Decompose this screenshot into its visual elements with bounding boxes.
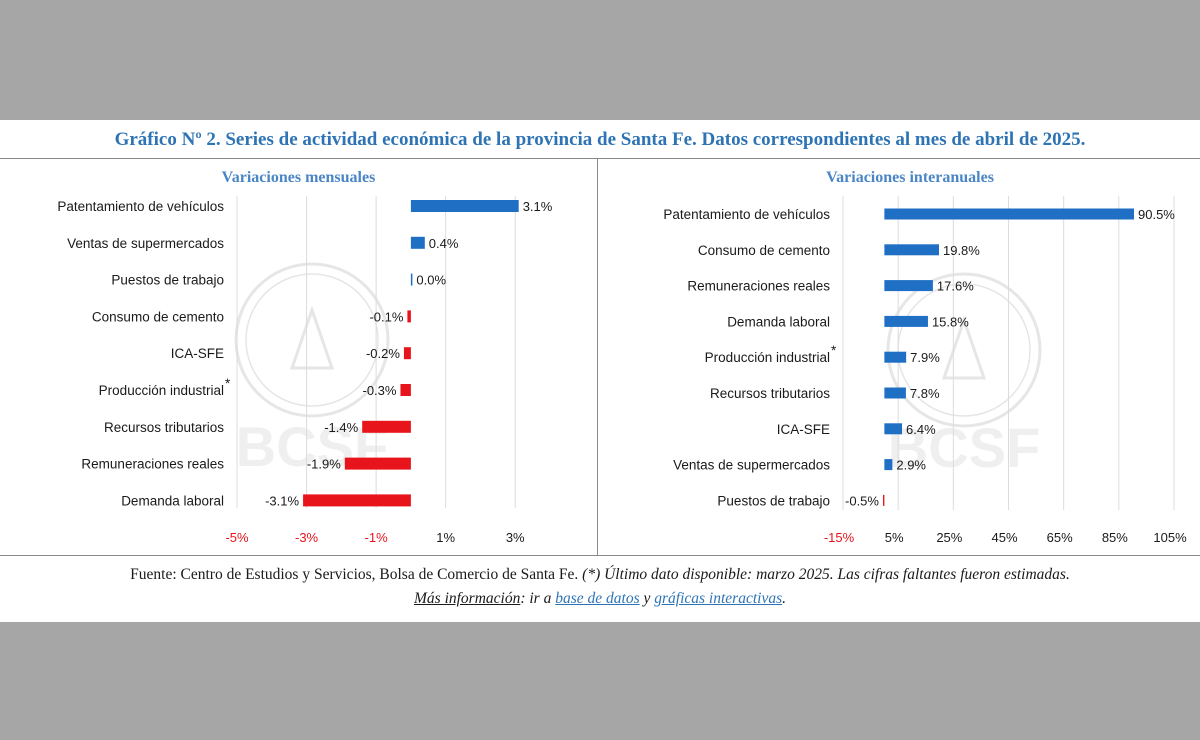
yearly-value-label: 17.6% (937, 279, 974, 294)
yearly-seal-emblem-icon (941, 315, 987, 380)
monthly-tick-label: -3% (295, 530, 319, 545)
yearly-chart: BCSF -15% 5% 25% 45% 65% 85% 105% Patentamiento … (663, 196, 1187, 545)
monthly-bar (362, 420, 411, 433)
yearly-category-label: Producción industrial (705, 350, 830, 365)
database-link[interactable]: base de datos (555, 590, 640, 607)
monthly-footnote-mark: * (225, 376, 231, 391)
monthly-category-label: Producción industrial (99, 383, 224, 398)
monthly-category-label: Puestos de trabajo (111, 273, 224, 288)
yearly-watermark: BCSF (886, 272, 1042, 479)
yearly-category-label: ICA-SFE (777, 422, 830, 437)
monthly-category-label: Patentamiento de vehículos (57, 199, 224, 214)
yearly-bar (884, 208, 1135, 220)
yearly-tick-label: 25% (936, 530, 962, 545)
yearly-seal-outer-ring (886, 272, 1042, 428)
monthly-tick-label: 3% (506, 530, 525, 545)
monthly-value-label: -1.4% (324, 420, 358, 435)
footer-source-text: Fuente: Centro de Estudios y Servicios, … (130, 566, 579, 583)
monthly-category-label: Ventas de supermercados (67, 236, 224, 251)
yearly-bar (884, 244, 939, 256)
footer-note: (*) Último dato disponible: marzo 2025. … (582, 566, 1070, 583)
interactive-charts-link[interactable]: gráficas interactivas (654, 590, 783, 607)
yearly-bar (884, 387, 906, 399)
yearly-footnote-mark: * (831, 343, 837, 358)
chart-panel: Gráfico Nº 2. Series de actividad económ… (0, 120, 1200, 622)
yearly-category-label: Consumo de cemento (698, 243, 830, 258)
monthly-seal-outer-ring (234, 262, 390, 418)
more-info-text: : ir a (520, 590, 556, 607)
yearly-value-label: 7.9% (910, 350, 940, 365)
monthly-value-label: 0.4% (429, 236, 459, 251)
yearly-tick-label: 105% (1153, 530, 1187, 545)
monthly-bar (400, 384, 411, 396)
yearly-value-label: 90.5% (1138, 207, 1175, 222)
title-divider (0, 158, 1200, 159)
conjunction-text: y (639, 590, 655, 607)
monthly-bar (410, 273, 413, 286)
monthly-value-label: 3.1% (523, 199, 553, 214)
footer-end: . (782, 590, 786, 607)
monthly-value-label: -0.2% (366, 346, 400, 361)
yearly-value-label: 6.4% (906, 422, 936, 437)
monthly-tick-label: 1% (436, 530, 455, 545)
footer-divider (0, 555, 1200, 556)
yearly-tick-label: 5% (885, 530, 904, 545)
monthly-category-label: ICA-SFE (171, 346, 224, 361)
monthly-seal-emblem-icon (289, 305, 335, 370)
yearly-tick-label: 65% (1047, 530, 1073, 545)
monthly-value-label: -3.1% (265, 493, 299, 508)
monthly-bar (410, 200, 519, 212)
monthly-tick-label: -5% (225, 530, 249, 545)
monthly-category-label: Recursos tributarios (104, 420, 224, 435)
monthly-value-label: 0.0% (416, 273, 446, 288)
yearly-category-label: Recursos tributarios (710, 386, 830, 401)
yearly-category-label: Demanda laboral (727, 314, 830, 329)
monthly-chart-title: Variaciones mensuales (221, 169, 376, 186)
yearly-value-label: -0.5% (845, 493, 879, 508)
yearly-tick-label: 45% (991, 530, 1017, 545)
monthly-chart: BCSF -5% -3% -1% 1% 3% Patentamiento de vehícu… (57, 196, 553, 545)
panel-divider (597, 158, 598, 555)
yearly-tick-label: -15% (824, 530, 855, 545)
yearly-category-label: Remuneraciones reales (687, 279, 830, 294)
monthly-watermark: BCSF (234, 262, 390, 478)
yearly-bar (884, 423, 903, 435)
yearly-bar (882, 494, 885, 506)
yearly-bar (884, 351, 907, 363)
yearly-value-label: 2.9% (896, 458, 926, 473)
yearly-bar (884, 280, 933, 292)
yearly-chart-title: Variaciones interanuales (826, 169, 994, 186)
monthly-seal-inner-ring (245, 273, 379, 407)
monthly-category-label: Demanda laboral (121, 493, 224, 508)
monthly-value-label: -1.9% (307, 457, 341, 472)
footer-source: Fuente: Centro de Estudios y Servicios, … (0, 566, 1200, 584)
monthly-category-label: Consumo de cemento (92, 309, 224, 324)
monthly-value-label: -0.3% (362, 383, 396, 398)
yearly-value-label: 15.8% (932, 314, 969, 329)
monthly-bar (303, 494, 411, 507)
monthly-bar (407, 310, 411, 323)
footer-more-info: Más información: ir a base de datos y gr… (0, 590, 1200, 608)
yearly-bar (884, 459, 893, 471)
monthly-bar (403, 347, 411, 360)
yearly-watermark-text: BCSF (888, 416, 1040, 479)
yearly-category-label: Puestos de trabajo (717, 493, 830, 508)
yearly-value-label: 7.8% (910, 386, 940, 401)
yearly-category-label: Ventas de supermercados (673, 458, 830, 473)
page-title: Gráfico Nº 2. Series de actividad económ… (114, 129, 1086, 150)
more-info-label: Más información (414, 590, 521, 607)
monthly-bar (410, 236, 425, 249)
monthly-category-label: Remuneraciones reales (81, 457, 224, 472)
yearly-value-label: 19.8% (943, 243, 980, 258)
monthly-value-label: -0.1% (369, 309, 403, 324)
yearly-tick-label: 85% (1102, 530, 1128, 545)
monthly-bar (344, 457, 411, 470)
monthly-tick-label: -1% (365, 530, 389, 545)
yearly-bar (884, 315, 928, 327)
yearly-category-label: Patentamiento de vehículos (663, 207, 830, 222)
